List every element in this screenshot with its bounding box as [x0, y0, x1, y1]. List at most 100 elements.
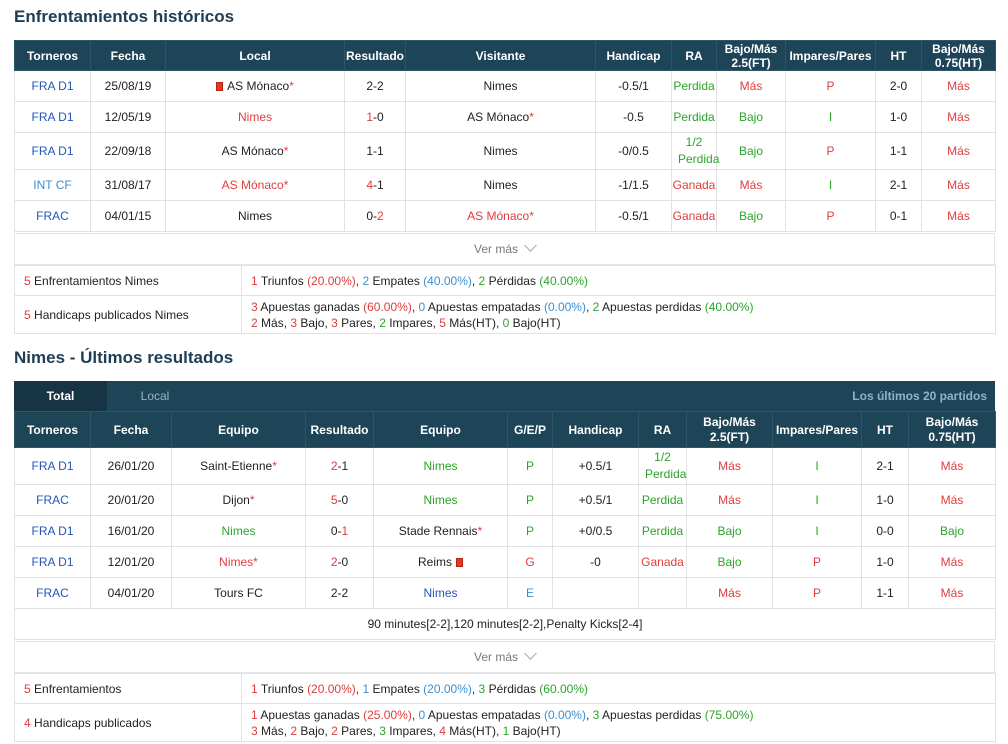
recent-table: Torneros Fecha Equipo Resultado Equipo G… [14, 411, 996, 640]
tab-total[interactable]: Total [14, 381, 107, 411]
col-header: Resultado [344, 40, 406, 71]
handicap: -0 [552, 546, 639, 578]
match-result[interactable]: 2-0 [305, 546, 374, 578]
handicap: -0.5/1 [595, 200, 672, 232]
tab-local[interactable]: Local [140, 389, 170, 403]
home-team[interactable]: Tours FC [171, 577, 306, 609]
ou-ht-result: Más [908, 484, 996, 516]
col-header: Handicap [595, 40, 672, 71]
recent-tabs: Total Local Los últimos 20 partidos [14, 381, 995, 411]
away-team[interactable]: Nimes [373, 577, 508, 609]
h2h-table: Torneros Fecha Local Resultado Visitante… [14, 40, 996, 232]
h2h-see-more-button[interactable]: Ver más [14, 233, 995, 265]
summary-label: 4 Handicaps publicados [14, 703, 242, 742]
handicap: -0/0.5 [595, 132, 672, 170]
league-link[interactable]: FRA D1 [14, 132, 91, 170]
home-team[interactable]: Nimes [165, 101, 345, 133]
league-link[interactable]: INT CF [14, 169, 91, 201]
away-team[interactable]: Nimes [405, 169, 596, 201]
match-date: 25/08/19 [90, 70, 166, 102]
match-result[interactable]: 2-2 [305, 577, 374, 609]
odd-even: I [772, 447, 862, 485]
summary-handicaps: 3 Apuestas ganadas (60.00%), 0 Apuestas … [241, 295, 996, 334]
match-result[interactable]: 4-1 [344, 169, 406, 201]
match-date: 12/05/19 [90, 101, 166, 133]
ht-score: 1-0 [861, 484, 909, 516]
league-link[interactable]: FRA D1 [14, 447, 91, 485]
col-header: Fecha [90, 40, 166, 71]
ra-result: Perdida [671, 101, 717, 133]
match-date: 16/01/20 [90, 515, 172, 547]
recent-header-row: Torneros Fecha Equipo Resultado Equipo G… [14, 411, 996, 448]
league-link[interactable]: FRA D1 [14, 546, 91, 578]
odd-even: I [785, 169, 876, 201]
odd-even: P [785, 200, 876, 232]
recent-see-more-button[interactable]: Ver más [14, 641, 995, 673]
handicap: -0.5 [595, 101, 672, 133]
penalty-note: 90 minutes[2-2],120 minutes[2-2],Penalty… [14, 608, 996, 640]
match-date: 22/09/18 [90, 132, 166, 170]
table-row: FRAC 20/01/20 Dijon* 5-0 Nimes P +0.5/1 … [14, 484, 996, 516]
league-link[interactable]: FRAC [14, 484, 91, 516]
handicap: -0.5/1 [595, 70, 672, 102]
summary-label: 5 Enfrentamientos [14, 673, 242, 704]
home-team[interactable]: Nimes [171, 515, 306, 547]
match-result[interactable]: 1-1 [344, 132, 406, 170]
summary-results: 1 Triunfos (20.00%), 2 Empates (40.00%),… [241, 265, 996, 296]
col-header: Impares/Pares [785, 40, 876, 71]
league-link[interactable]: FRA D1 [14, 515, 91, 547]
match-result[interactable]: 0-2 [344, 200, 406, 232]
match-result[interactable]: 2-1 [305, 447, 374, 485]
table-row: INT CF 31/08/17 AS Mónaco* 4-1 Nimes -1/… [14, 169, 996, 201]
ou-ht-result: Más [921, 101, 996, 133]
away-team[interactable]: Nimes [405, 70, 596, 102]
odd-even: I [772, 484, 862, 516]
home-team[interactable]: Saint-Etienne* [171, 447, 306, 485]
table-row: FRA D1 22/09/18 AS Mónaco* 1-1 Nimes -0/… [14, 132, 996, 170]
away-team[interactable]: Nimes [373, 447, 508, 485]
col-header: HT [861, 411, 909, 448]
home-team[interactable]: Nimes [165, 200, 345, 232]
red-card-icon [216, 82, 224, 91]
away-team[interactable]: AS Mónaco* [405, 101, 596, 133]
away-team[interactable]: Reims [373, 546, 508, 578]
ra-result: Ganada [638, 546, 687, 578]
ou-ht-result: Más [908, 447, 996, 485]
match-result[interactable]: 2-2 [344, 70, 406, 102]
away-team[interactable]: AS Mónaco* [405, 200, 596, 232]
away-team[interactable]: Nimes [373, 484, 508, 516]
col-header: Equipo [171, 411, 306, 448]
match-date: 04/01/15 [90, 200, 166, 232]
ht-score: 1-1 [875, 132, 922, 170]
ou-ht-result: Más [921, 200, 996, 232]
home-team[interactable]: AS Mónaco* [165, 169, 345, 201]
summary-label: 5 Handicaps publicados Nimes [14, 295, 242, 334]
chevron-down-icon [524, 647, 537, 660]
match-date: 04/01/20 [90, 577, 172, 609]
match-date: 31/08/17 [90, 169, 166, 201]
col-header: Bajo/Más 0.75(HT) [921, 40, 996, 71]
league-link[interactable]: FRAC [14, 200, 91, 232]
match-result[interactable]: 5-0 [305, 484, 374, 516]
league-link[interactable]: FRA D1 [14, 70, 91, 102]
ra-result: 1/2 Perdida [671, 132, 719, 170]
away-team[interactable]: Nimes [405, 132, 596, 170]
ra-result: Ganada [671, 169, 717, 201]
match-result[interactable]: 0-1 [305, 515, 374, 547]
league-link[interactable]: FRAC [14, 577, 91, 609]
col-header: Local [165, 40, 345, 71]
ra-result: Perdida [638, 484, 687, 516]
table-row: FRA D1 12/05/19 Nimes 1-0 AS Mónaco* -0.… [14, 101, 996, 133]
last-20-matches-selector[interactable]: Los últimos 20 partidos [852, 389, 987, 403]
home-team[interactable]: Dijon* [171, 484, 306, 516]
win-draw-loss: G [507, 546, 553, 578]
col-header: RA [671, 40, 717, 71]
away-team[interactable]: Stade Rennais* [373, 515, 508, 547]
home-team[interactable]: AS Mónaco* [165, 132, 345, 170]
match-result[interactable]: 1-0 [344, 101, 406, 133]
ou-ht-result: Más [921, 132, 996, 170]
home-team[interactable]: Nimes* [171, 546, 306, 578]
home-team[interactable]: AS Mónaco* [165, 70, 345, 102]
ou-ht-result: Bajo [908, 515, 996, 547]
league-link[interactable]: FRA D1 [14, 101, 91, 133]
